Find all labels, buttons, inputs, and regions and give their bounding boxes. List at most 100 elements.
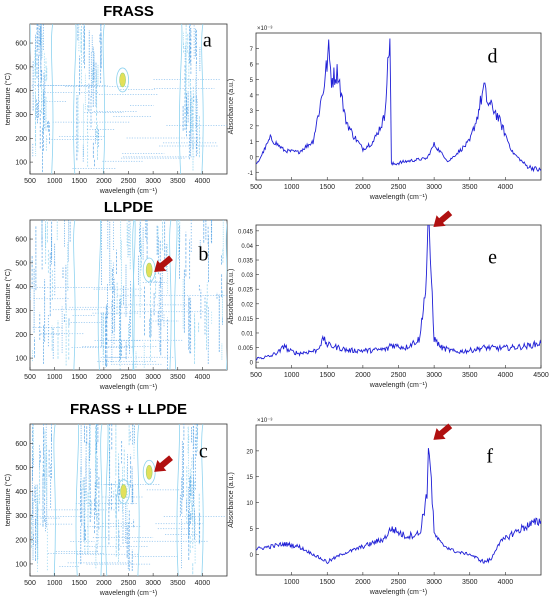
y-tick-label: 300 xyxy=(15,308,27,315)
x-tick-label: 2000 xyxy=(355,372,371,379)
contour-line xyxy=(97,220,102,370)
x-tick-label: 2000 xyxy=(355,579,371,586)
x-tick-label: 1000 xyxy=(47,374,63,381)
scale-label: ×10⁻³ xyxy=(257,418,272,424)
hotspot-ring xyxy=(142,459,156,485)
panel-letter-f: f xyxy=(486,446,493,468)
x-tick-label: 1500 xyxy=(71,374,87,381)
x-tick-label: 2000 xyxy=(96,178,112,185)
plot-area-a xyxy=(30,24,227,174)
x-tick-label: 1500 xyxy=(71,178,87,185)
y-tick-label: 0.005 xyxy=(238,346,254,352)
x-tick-label: 3500 xyxy=(462,579,478,586)
y-tick-label: 3 xyxy=(250,109,254,115)
panel-letter-e: e xyxy=(488,247,497,269)
y-axis-label-d: Absorbance (a.u.) xyxy=(228,79,235,135)
plot-area-f xyxy=(256,448,541,565)
y-tick-label: -1 xyxy=(248,171,254,177)
panel-letter-c: c xyxy=(199,440,208,462)
spectrum-line-d xyxy=(256,38,541,173)
x-tick-label: 2000 xyxy=(96,580,112,587)
panel-c: FRASS + LLPDE 500 1000 1500 2000 2500 3000 3500… xyxy=(4,401,228,597)
y-axis-label-c: temperature (°C) xyxy=(4,474,12,526)
y-tick-label: 0.01 xyxy=(241,331,253,337)
y-tick-label: 100 xyxy=(15,561,27,568)
x-tick-label: 3000 xyxy=(426,372,442,379)
plot-frame-a xyxy=(29,23,228,175)
y-tick-label: 2 xyxy=(250,124,254,130)
x-tick-label: 3000 xyxy=(145,374,161,381)
x-tick-label: 1500 xyxy=(71,580,87,587)
x-tick-label: 4500 xyxy=(533,372,549,379)
x-tick-label: 3000 xyxy=(145,178,161,185)
y-tick-label: 600 xyxy=(15,441,27,448)
x-tick-label: 3500 xyxy=(170,178,186,185)
x-tick-label: 1000 xyxy=(47,178,63,185)
x-tick-label: 500 xyxy=(24,580,36,587)
contour-rows xyxy=(31,484,225,567)
x-tick-label: 3000 xyxy=(145,580,161,587)
spectrum-line-f xyxy=(256,448,541,565)
panel-title-c: FRASS + LLPDE xyxy=(70,401,187,418)
hotspot xyxy=(119,72,126,88)
contour-line xyxy=(179,24,183,174)
x-tick-label: 4000 xyxy=(195,580,211,587)
axes-f: 1000 1500 2000 2500 3000 3500 4000 0 5 10 15 20 xyxy=(246,449,513,586)
contour-band xyxy=(182,24,201,171)
y-axis-label-e: Absorbance (a.u.) xyxy=(228,269,235,325)
plot-area-b xyxy=(30,220,227,370)
plot-frame-d xyxy=(255,32,542,181)
panel-letter-b: b xyxy=(198,244,208,266)
x-tick-label: 2500 xyxy=(121,178,137,185)
plot-area-c xyxy=(27,424,225,576)
y-tick-label: 6 xyxy=(250,62,254,68)
y-tick-label: 0 xyxy=(250,361,254,367)
y-tick-label: 400 xyxy=(15,284,27,291)
y-tick-label: 7 xyxy=(250,47,254,53)
peak-arrow-icon xyxy=(433,423,453,440)
x-tick-label: 4000 xyxy=(498,579,514,586)
contour-band xyxy=(30,220,71,366)
x-tick-label: 1500 xyxy=(319,372,335,379)
hotspot xyxy=(145,464,153,480)
x-tick-label: 3500 xyxy=(462,184,478,191)
contour-band xyxy=(32,24,50,173)
panel-letter-d: d xyxy=(488,45,498,67)
panel-e: 500 1000 1500 2000 2500 3000 3500 4000 4500 0 0.00… xyxy=(228,210,549,389)
contour-line xyxy=(73,24,77,174)
contour-line xyxy=(201,24,204,174)
contour-line xyxy=(27,424,30,576)
y-tick-label: 5 xyxy=(250,78,254,84)
panel-title-b: LLPDE xyxy=(104,199,153,216)
x-tick-label: 3000 xyxy=(426,184,442,191)
y-tick-label: 4 xyxy=(250,93,254,99)
contour-line xyxy=(30,24,31,58)
axes-e: 500 1000 1500 2000 2500 3000 3500 4000 4500 0 0.00… xyxy=(238,229,549,379)
y-axis-label-f: Absorbance (a.u.) xyxy=(228,472,235,528)
x-axis-label-c: wavelength (cm⁻¹) xyxy=(99,590,157,597)
peak-arrow-icon xyxy=(154,255,173,272)
y-tick-label: 100 xyxy=(15,356,27,363)
plot-area-d xyxy=(256,38,541,173)
y-tick-label: 0.045 xyxy=(238,229,254,235)
x-tick-label: 2500 xyxy=(391,372,407,379)
contour-band xyxy=(101,220,131,370)
x-tick-label: 3500 xyxy=(462,372,478,379)
contour-line xyxy=(51,24,54,174)
contour-band xyxy=(135,220,169,370)
contour-line xyxy=(102,24,106,174)
contour-line xyxy=(201,424,204,576)
x-tick-label: 3500 xyxy=(170,580,186,587)
x-tick-label: 1500 xyxy=(319,184,335,191)
x-tick-label: 2500 xyxy=(391,184,407,191)
y-tick-label: 600 xyxy=(15,237,27,244)
y-tick-label: 500 xyxy=(15,64,27,71)
hotspot-ring xyxy=(116,67,129,93)
y-tick-label: 200 xyxy=(15,537,27,544)
y-tick-label: 0.025 xyxy=(238,288,254,294)
contour-band xyxy=(177,220,224,364)
y-tick-label: 200 xyxy=(15,332,27,339)
y-tick-label: 0 xyxy=(250,155,254,161)
hotspot-ring xyxy=(117,479,130,504)
